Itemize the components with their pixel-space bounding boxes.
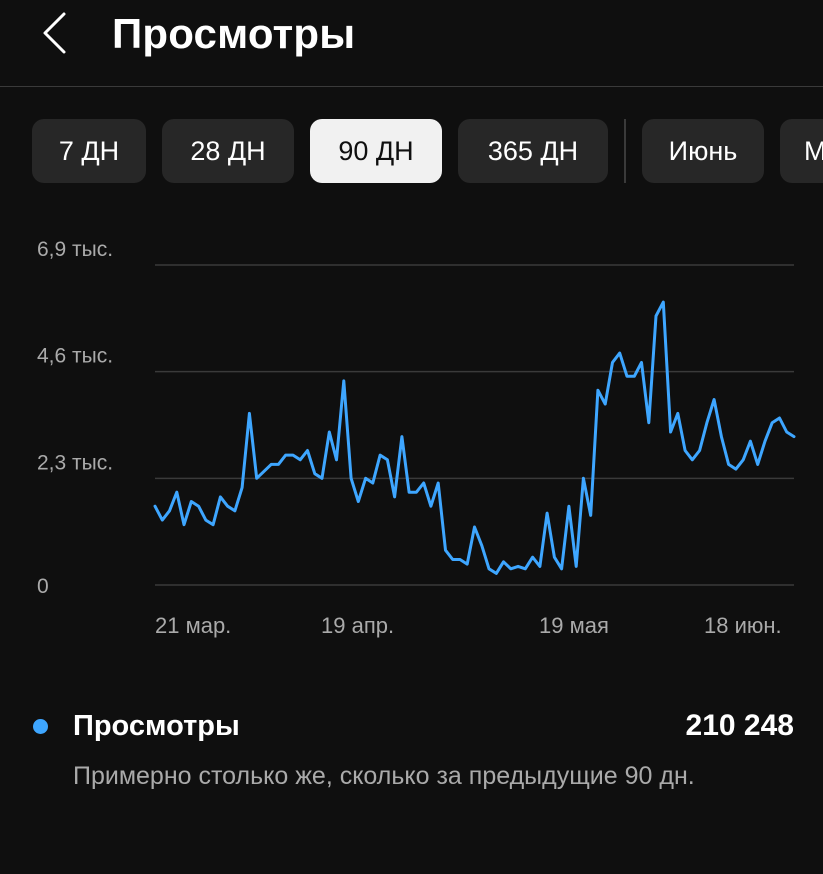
period-chip-90-days[interactable]: 90 ДН [310, 119, 442, 183]
y-tick-label: 2,3 тыс. [37, 451, 113, 474]
series-line-views [153, 300, 796, 575]
top-bar: Просмотры [0, 0, 823, 87]
back-button[interactable] [34, 8, 78, 58]
comparison-note: Примерно столько же, сколько за предыдущ… [73, 762, 695, 790]
metric-label: Просмотры [73, 710, 240, 742]
metric-total: 210 248 [685, 709, 794, 742]
period-chip-next-month[interactable]: М [780, 119, 823, 183]
y-tick-label: 6,9 тыс. [37, 238, 113, 261]
series-legend-dot [33, 719, 48, 734]
views-line-chart: 6,9 тыс. 4,6 тыс. 2,3 тыс. 0 21 мар. 19 апр.… [37, 238, 796, 638]
metric-summary: Просмотры 210 248 Примерно столько же, с… [0, 700, 823, 840]
period-chip-365-days[interactable]: 365 ДН [458, 119, 608, 183]
period-chip-28-days[interactable]: 28 ДН [162, 119, 294, 183]
x-tick-label: 21 мар. [155, 613, 231, 638]
y-tick-label: 4,6 тыс. [37, 345, 113, 368]
page-title: Просмотры [112, 10, 356, 57]
period-selector: 7 ДН 28 ДН 90 ДН 365 ДН Июнь М [32, 119, 823, 183]
chevron-left-icon [43, 12, 66, 54]
period-chip-7-days[interactable]: 7 ДН [32, 119, 146, 183]
y-tick-label: 0 [37, 575, 49, 598]
x-tick-label: 18 июн. [704, 613, 782, 638]
views-chart: 6,9 тыс. 4,6 тыс. 2,3 тыс. 0 21 мар. 19 апр.… [0, 230, 823, 650]
chip-divider [624, 119, 626, 183]
x-tick-label: 19 апр. [321, 613, 394, 638]
period-chip-june[interactable]: Июнь [642, 119, 764, 183]
x-tick-label: 19 мая [539, 613, 609, 638]
